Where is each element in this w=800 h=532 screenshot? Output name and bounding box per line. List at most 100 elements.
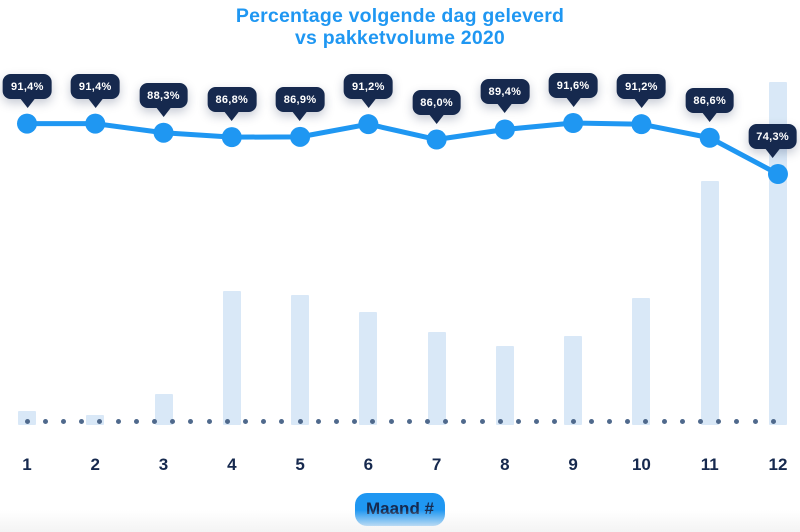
x-axis-title-badge: Maand # xyxy=(354,493,446,526)
x-axis-label-1: 1 xyxy=(22,455,32,474)
line-marker-month-11 xyxy=(699,127,720,148)
baseline-dot xyxy=(188,418,194,424)
volume-bar-month-10 xyxy=(632,298,651,425)
line-marker-month-2 xyxy=(85,113,106,134)
baseline-dot xyxy=(643,418,649,424)
baseline-dot xyxy=(606,418,612,424)
baseline-dot xyxy=(370,418,376,424)
value-tooltip-label: 91,6% xyxy=(556,80,590,92)
baseline-dot xyxy=(661,418,667,424)
value-tooltip-label: 86,0% xyxy=(420,96,453,109)
x-axis-label-2: 2 xyxy=(90,455,100,474)
line-marker-month-6 xyxy=(358,114,379,135)
chart-title-line2: vs pakketvolume 2020 xyxy=(295,27,505,49)
line-marker-month-12 xyxy=(767,164,788,185)
x-axis-label-9: 9 xyxy=(568,455,578,474)
baseline-dot xyxy=(224,418,230,424)
value-tooltip-month-4: 86,8% xyxy=(207,87,257,113)
volume-bar-month-6 xyxy=(359,311,378,425)
baseline-dot xyxy=(315,418,321,424)
baseline-dot xyxy=(388,418,394,424)
value-tooltip-month-2: 91,4% xyxy=(70,73,120,99)
baseline-dot xyxy=(752,418,758,424)
value-tooltip-month-11: 86,6% xyxy=(685,87,735,113)
value-tooltip-month-3: 88,3% xyxy=(139,82,188,108)
baseline-dot xyxy=(588,418,594,424)
line-marker-month-8 xyxy=(494,119,515,140)
baseline-dot xyxy=(170,418,176,424)
line-marker-month-3 xyxy=(153,122,174,143)
baseline-dot xyxy=(42,418,48,424)
value-tooltip-label: 86,6% xyxy=(693,94,727,107)
baseline-dot xyxy=(625,418,631,424)
line-marker-month-5 xyxy=(290,126,311,147)
value-tooltip-label: 88,3% xyxy=(147,89,180,102)
volume-bar-month-3 xyxy=(154,394,173,425)
baseline-dot xyxy=(133,418,139,424)
x-axis-label-12: 12 xyxy=(768,455,788,474)
baseline-dot xyxy=(479,418,485,424)
x-axis-label-5: 5 xyxy=(295,455,305,474)
baseline-dot xyxy=(406,418,412,424)
baseline-dot xyxy=(297,418,303,424)
baseline-dot xyxy=(734,418,740,424)
value-tooltip-month-9: 91,6% xyxy=(548,73,598,98)
value-tooltip-month-8: 89,4% xyxy=(480,79,530,105)
baseline-dot xyxy=(279,418,285,424)
value-tooltip-month-7: 86,0% xyxy=(412,89,461,115)
volume-bar-month-9 xyxy=(564,335,583,425)
baseline-dot xyxy=(151,418,157,424)
baseline-dot xyxy=(115,418,121,424)
volume-bar-month-11 xyxy=(700,181,719,425)
baseline-dot xyxy=(443,418,449,424)
baseline-dot xyxy=(60,418,66,424)
volume-bar-month-12 xyxy=(768,82,787,425)
line-marker-month-9 xyxy=(563,113,584,133)
baseline-dot xyxy=(424,418,430,424)
baseline-dot xyxy=(24,418,30,424)
baseline-dot xyxy=(333,418,339,424)
baseline-dot xyxy=(570,418,576,424)
volume-bar-month-4 xyxy=(222,291,241,425)
x-axis-label-10: 10 xyxy=(631,455,651,474)
volume-bar-month-1 xyxy=(18,411,36,425)
value-tooltip-month-10: 91,2% xyxy=(617,74,666,100)
value-tooltip-month-12: 74,3% xyxy=(748,124,798,150)
baseline-dot xyxy=(461,418,467,424)
volume-bar-month-8 xyxy=(495,346,514,425)
value-tooltip-label: 91,4% xyxy=(10,80,44,93)
value-tooltip-month-1: 91,4% xyxy=(2,73,52,99)
x-axis-label-6: 6 xyxy=(363,455,374,474)
chart-title-line1: Percentage volgende dag geleverd xyxy=(235,5,565,27)
baseline-dot xyxy=(534,418,540,424)
baseline-dot xyxy=(79,418,85,424)
value-tooltip-label: 86,9% xyxy=(283,93,317,106)
baseline-dot xyxy=(497,418,503,424)
x-axis-label-3: 3 xyxy=(158,455,169,474)
line-marker-month-10 xyxy=(631,114,652,135)
baseline-dot xyxy=(352,418,358,424)
x-axis-label-11: 11 xyxy=(700,455,719,474)
volume-bar-month-2 xyxy=(86,414,105,425)
x-axis-label-8: 8 xyxy=(500,455,510,474)
value-tooltip-month-5: 86,9% xyxy=(275,86,325,112)
baseline-dot xyxy=(697,418,703,424)
line-marker-month-1 xyxy=(17,113,37,134)
x-axis-title-label: Maand # xyxy=(365,499,435,518)
baseline-dot xyxy=(206,418,212,424)
value-tooltip-label: 89,4% xyxy=(488,86,522,99)
baseline-dot xyxy=(679,418,685,424)
baseline-dot xyxy=(97,418,103,424)
baseline-dot xyxy=(770,418,776,424)
x-axis-label-4: 4 xyxy=(227,455,237,474)
value-tooltip-label: 74,3% xyxy=(756,131,790,144)
value-tooltip-label: 86,8% xyxy=(215,94,249,107)
value-tooltip-month-6: 91,2% xyxy=(343,74,393,100)
